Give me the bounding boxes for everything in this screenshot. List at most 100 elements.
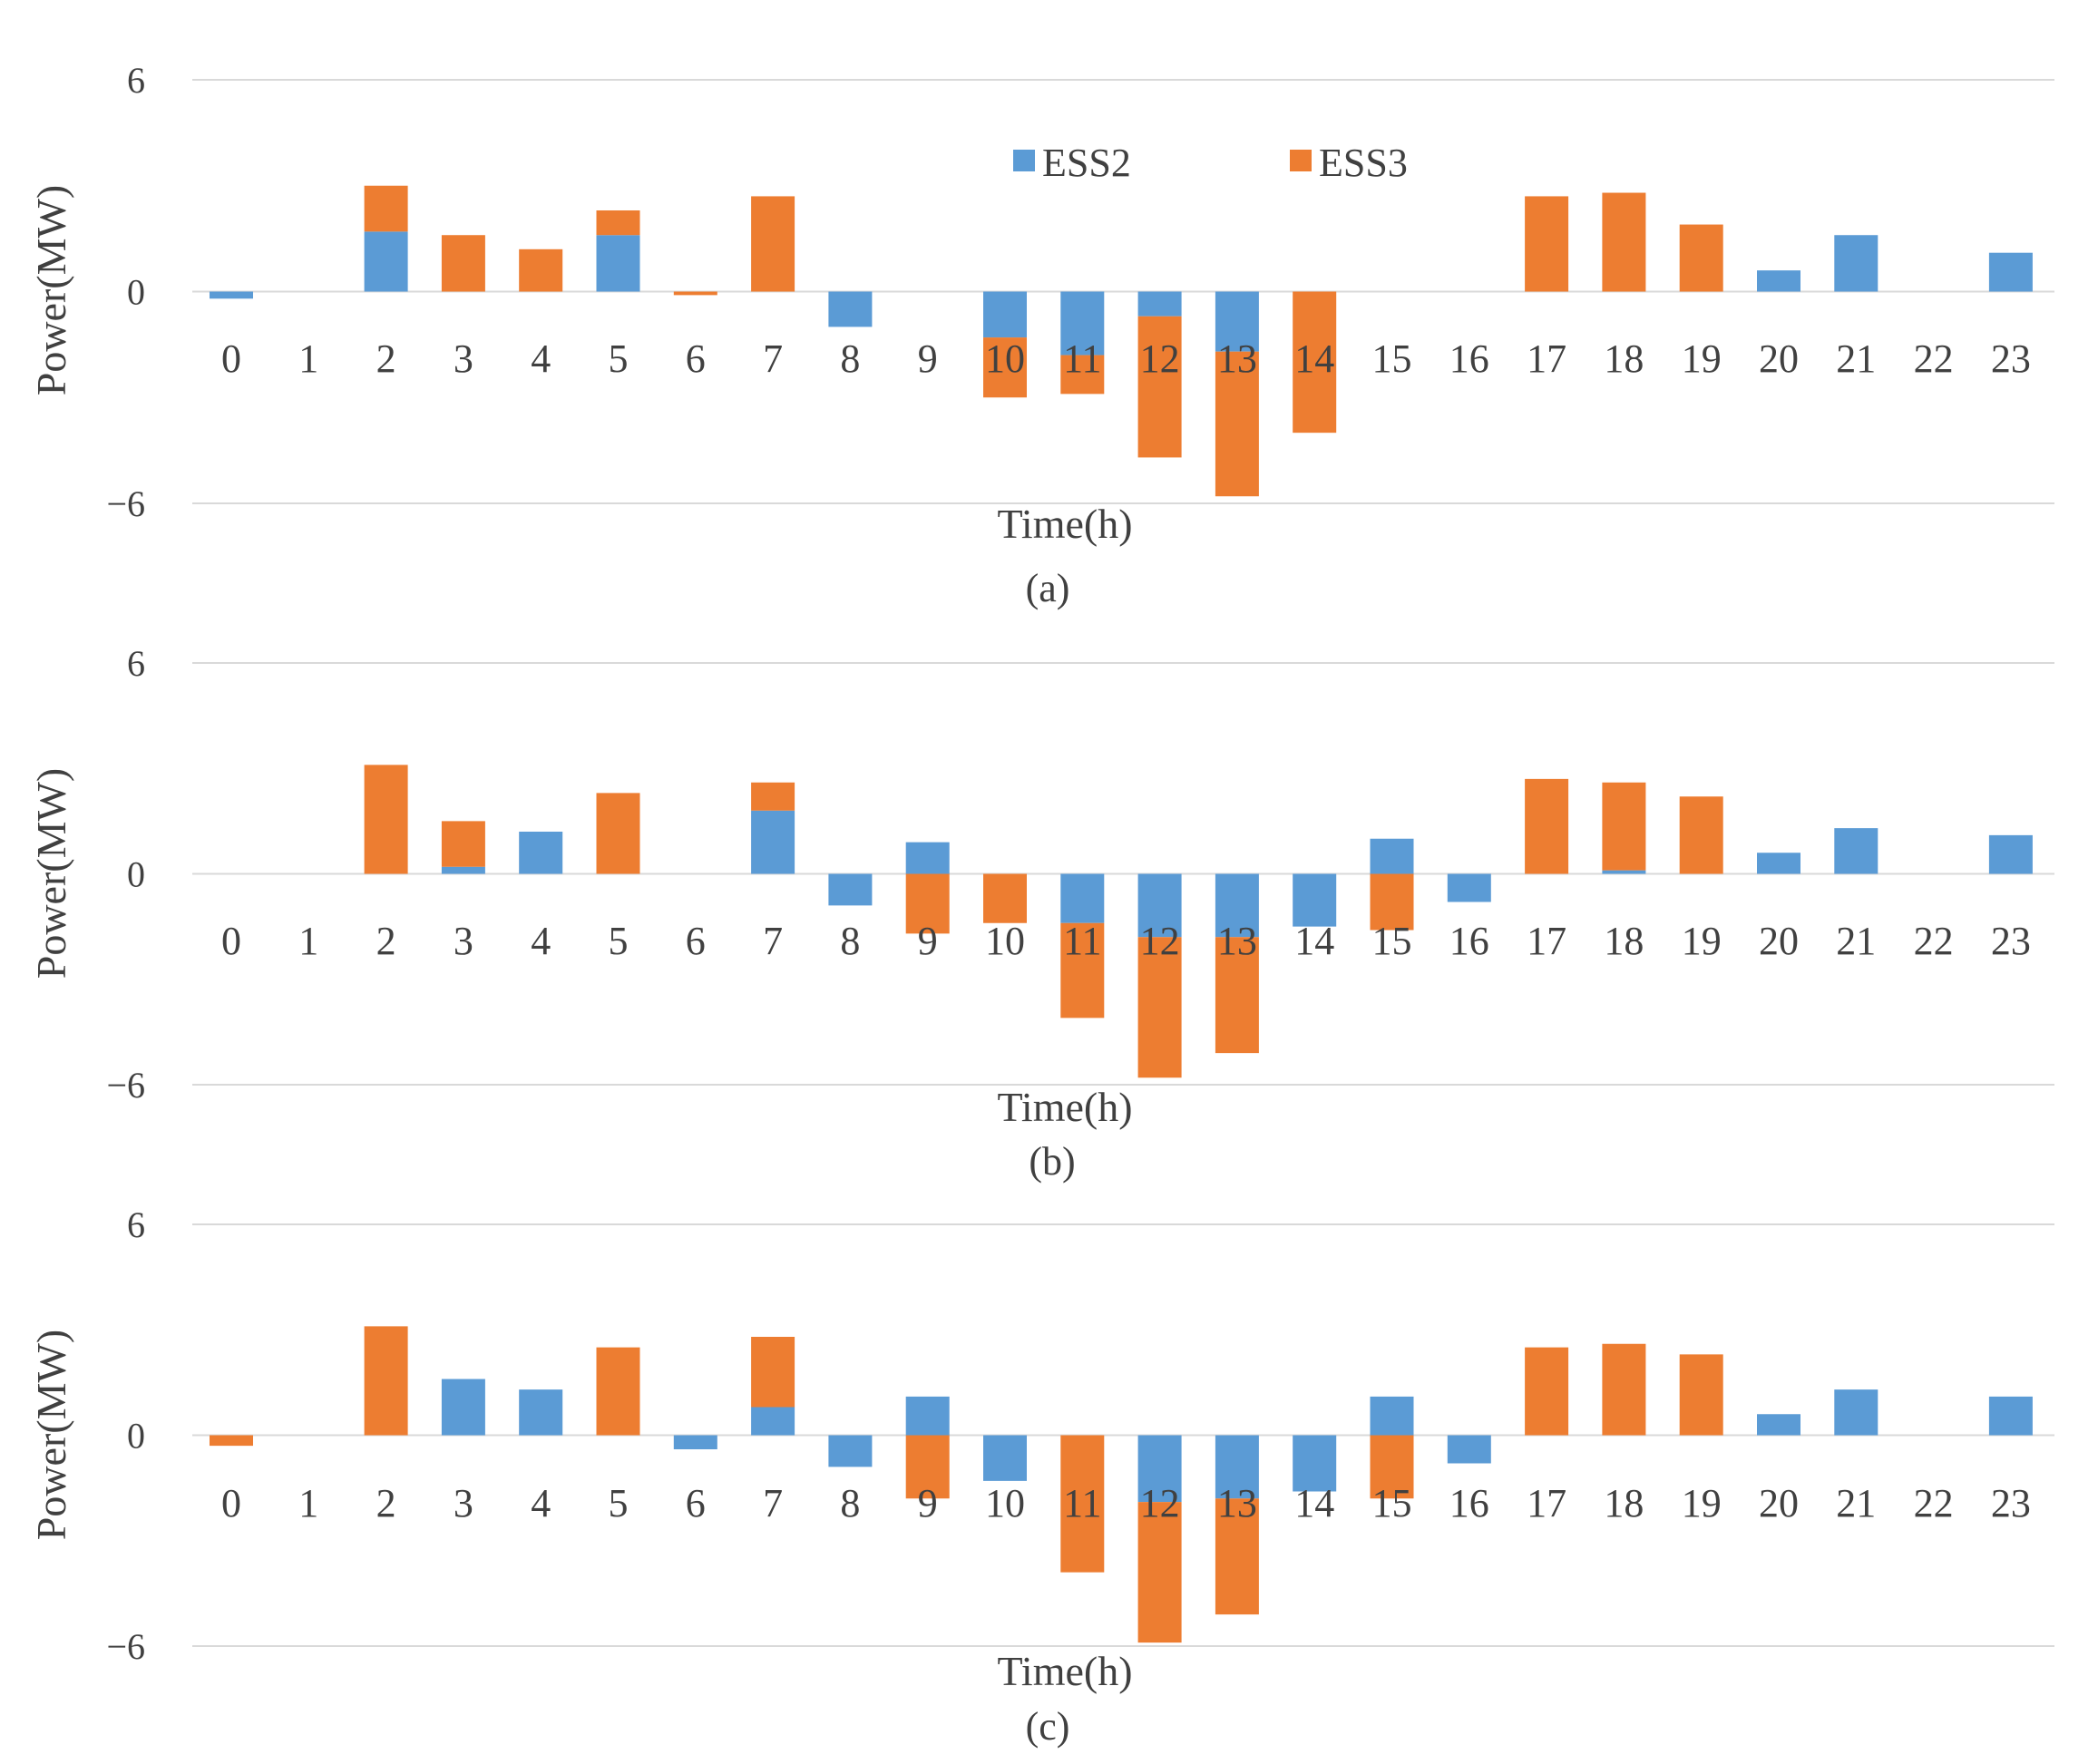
x-tick-label: 5 bbox=[609, 336, 629, 381]
legend-swatch-ess3 bbox=[1290, 150, 1312, 171]
bar-ess3-h3 bbox=[441, 821, 485, 867]
x-tick-label: 19 bbox=[1682, 1481, 1722, 1525]
x-tick-label: 5 bbox=[609, 1481, 629, 1525]
x-tick-label: 15 bbox=[1372, 336, 1412, 381]
bar-ess2-h8 bbox=[828, 873, 873, 906]
bar-ess2-h21 bbox=[1834, 235, 1878, 292]
x-tick-label: 6 bbox=[686, 1481, 706, 1525]
bar-ess3-h19 bbox=[1679, 796, 1723, 874]
x-tick-label: 13 bbox=[1217, 1481, 1257, 1525]
x-tick-label: 9 bbox=[918, 919, 938, 963]
legend-swatch-ess2 bbox=[1013, 150, 1035, 171]
chart-panel-a: 0 1 2 3 4 5 6 7 8 9 10 11 12 13 14 15 16 17 18 19 20 21 22 23 6… bbox=[28, 60, 2054, 610]
x-tick-label: 23 bbox=[1991, 1481, 2031, 1525]
y-tick-label: 6 bbox=[127, 643, 145, 684]
panel-caption: (c) bbox=[1026, 1704, 1070, 1749]
bar-ess2-h9 bbox=[905, 1396, 950, 1436]
legend-label-ess2: ESS2 bbox=[1042, 141, 1131, 185]
bar-ess3-h15 bbox=[1370, 873, 1414, 931]
bar-ess3-h9 bbox=[905, 1435, 950, 1499]
x-tick-label: 1 bbox=[298, 919, 318, 963]
x-tick-label: 0 bbox=[221, 336, 241, 381]
y-tick-label: −6 bbox=[106, 1626, 145, 1667]
bar-ess3-h17 bbox=[1525, 196, 1569, 292]
bar-ess3-h2 bbox=[364, 765, 408, 874]
bar-ess3-h10 bbox=[983, 873, 1027, 923]
bar-ess3-h18 bbox=[1602, 782, 1646, 871]
bar-ess3-h11 bbox=[1060, 922, 1105, 1018]
bar-ess3-h14 bbox=[1293, 291, 1337, 434]
bar-ess3-h12 bbox=[1137, 316, 1182, 458]
x-tick-label: 8 bbox=[840, 919, 860, 963]
x-tick-label: 20 bbox=[1759, 919, 1799, 963]
y-tick-label: −6 bbox=[106, 483, 145, 524]
y-tick-label: 0 bbox=[127, 854, 145, 895]
x-tick-label: 22 bbox=[1914, 336, 1954, 381]
bar-ess2-h12 bbox=[1137, 1435, 1182, 1503]
x-tick-label: 4 bbox=[531, 919, 551, 963]
bar-ess2-h14 bbox=[1293, 873, 1337, 927]
y-tick-label: −6 bbox=[106, 1065, 145, 1106]
bar-ess2-h9 bbox=[905, 842, 950, 874]
x-tick-label: 17 bbox=[1527, 1481, 1566, 1525]
x-tick-label: 21 bbox=[1836, 1481, 1876, 1525]
x-tick-label: 20 bbox=[1759, 336, 1799, 381]
x-tick-label: 13 bbox=[1217, 919, 1257, 963]
x-tick-label: 12 bbox=[1140, 336, 1180, 381]
bar-ess3-h19 bbox=[1679, 1354, 1723, 1436]
bar-ess3-h15 bbox=[1370, 1435, 1414, 1499]
bar-ess3-h7 bbox=[751, 196, 795, 292]
bar-ess3-h11 bbox=[1060, 1435, 1105, 1573]
bar-ess2-h15 bbox=[1370, 1396, 1414, 1436]
bar-ess2-h2 bbox=[364, 231, 408, 292]
bar-ess3-h5 bbox=[596, 793, 640, 874]
x-tick-label: 6 bbox=[686, 336, 706, 381]
panel-caption: (b) bbox=[1029, 1139, 1075, 1184]
x-tick-label: 10 bbox=[985, 336, 1025, 381]
x-tick-label: 4 bbox=[531, 1481, 551, 1525]
x-tick-label: 19 bbox=[1682, 919, 1722, 963]
x-axis-title: Time(h) bbox=[997, 501, 1132, 547]
bar-ess3-h17 bbox=[1525, 1347, 1569, 1436]
x-tick-label: 18 bbox=[1604, 1481, 1644, 1525]
bar-ess3-h2 bbox=[364, 185, 408, 232]
bar-ess2-h14 bbox=[1293, 1435, 1337, 1492]
chart-panel-b: 0 1 2 3 4 5 6 7 8 9 10 11 12 13 14 15 16 17 18 19 20 21 22 23 6… bbox=[28, 643, 2054, 1184]
bar-ess2-h16 bbox=[1447, 1435, 1491, 1464]
bar-ess2-h23 bbox=[1988, 1396, 2033, 1436]
bar-ess3-h9 bbox=[905, 873, 950, 934]
bar-ess3-h18 bbox=[1602, 1343, 1646, 1436]
x-axis-title: Time(h) bbox=[997, 1648, 1132, 1694]
bar-ess3-h7 bbox=[751, 782, 795, 811]
bar-ess2-h4 bbox=[519, 832, 563, 874]
x-tick-label: 18 bbox=[1604, 919, 1644, 963]
y-axis-title: Power(MW) bbox=[28, 768, 74, 979]
bar-ess2-h20 bbox=[1757, 853, 1800, 874]
x-tick-label: 14 bbox=[1294, 336, 1334, 381]
panel-caption: (a) bbox=[1026, 566, 1070, 610]
x-axis-title: Time(h) bbox=[997, 1084, 1132, 1130]
x-tick-label: 5 bbox=[609, 919, 629, 963]
x-tick-label: 16 bbox=[1449, 1481, 1489, 1525]
bar-ess2-h0 bbox=[210, 291, 253, 299]
x-tick-label: 19 bbox=[1682, 336, 1722, 381]
y-tick-label: 0 bbox=[127, 272, 145, 313]
bar-ess2-h21 bbox=[1834, 828, 1878, 874]
x-tick-label: 21 bbox=[1836, 336, 1876, 381]
x-tick-label: 8 bbox=[840, 336, 860, 381]
x-tick-label: 3 bbox=[454, 919, 473, 963]
x-tick-label: 17 bbox=[1527, 919, 1566, 963]
bar-ess2-h12 bbox=[1137, 291, 1182, 317]
x-tick-label: 1 bbox=[298, 336, 318, 381]
x-tick-label: 0 bbox=[221, 919, 241, 963]
bar-ess3-h5 bbox=[596, 1347, 640, 1436]
bar-ess2-h21 bbox=[1834, 1389, 1878, 1436]
x-tick-label: 10 bbox=[985, 919, 1025, 963]
x-tick-label: 2 bbox=[376, 336, 396, 381]
bar-ess3-h6 bbox=[673, 291, 717, 296]
bar-ess3-h13 bbox=[1215, 351, 1259, 497]
bar-ess2-h4 bbox=[519, 1389, 563, 1436]
bar-ess2-h12 bbox=[1137, 873, 1182, 938]
x-tick-label: 12 bbox=[1140, 1481, 1180, 1525]
bar-ess2-h15 bbox=[1370, 838, 1414, 874]
